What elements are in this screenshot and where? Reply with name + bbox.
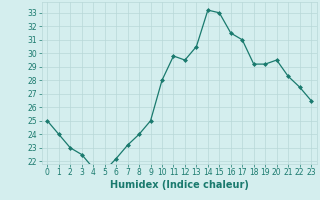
X-axis label: Humidex (Indice chaleur): Humidex (Indice chaleur) <box>110 180 249 190</box>
